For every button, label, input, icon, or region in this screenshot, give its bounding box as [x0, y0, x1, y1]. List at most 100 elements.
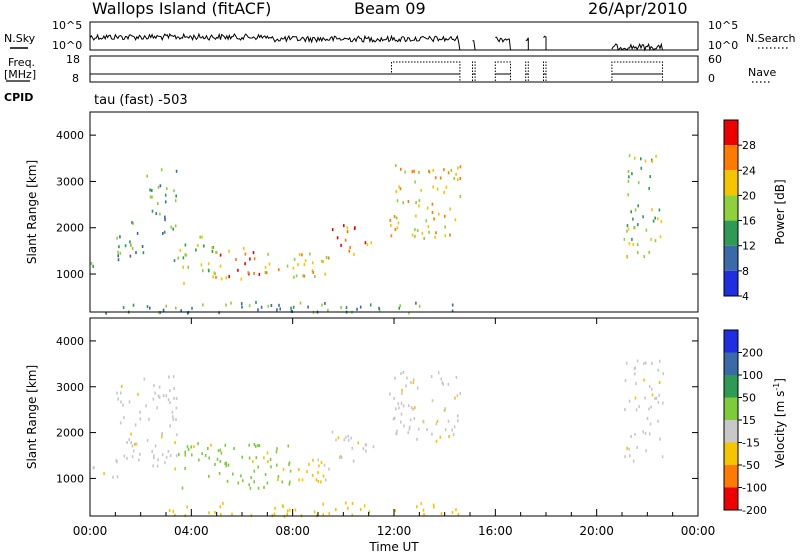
power-cell	[414, 234, 416, 238]
power-cell	[394, 228, 397, 231]
power-cell	[230, 301, 232, 305]
velocity-cell	[137, 392, 139, 396]
power-colorbar-label: 8	[742, 265, 749, 278]
power-cell	[172, 227, 174, 231]
power-cell	[124, 244, 127, 248]
velocity-cell	[232, 472, 234, 476]
velocity-cell	[227, 463, 230, 467]
power-cell	[131, 221, 133, 225]
power-cell	[628, 175, 630, 179]
velocity-cell	[394, 376, 396, 380]
power-ytick-label: 3000	[56, 175, 84, 188]
power-cell	[130, 244, 132, 247]
velocity-cell	[210, 443, 212, 447]
power-cell	[213, 271, 215, 275]
power-colorbar-label: 16	[742, 215, 756, 228]
freq-right-tick-top: 60	[708, 53, 722, 66]
freq-right-tick-bottom: 0	[708, 72, 715, 85]
power-cell	[453, 176, 456, 180]
velocity-cell	[169, 454, 172, 457]
velocity-cell	[146, 438, 149, 442]
velocity-cell	[120, 384, 123, 388]
velocity-cell	[157, 458, 159, 462]
velocity-cell	[406, 376, 408, 380]
velocity-cell	[165, 455, 168, 459]
velocity-cell	[233, 447, 235, 450]
power-cell	[249, 257, 251, 261]
velocity-cell	[220, 512, 222, 516]
velocity-cell	[214, 511, 216, 514]
velocity-data-cells	[92, 359, 664, 518]
velocity-colorbar-swatch	[724, 352, 738, 375]
power-cell	[242, 247, 245, 250]
time-xtick-label: 00:00	[681, 524, 716, 538]
velocity-cell	[148, 417, 150, 421]
power-cell	[636, 243, 639, 247]
velocity-cell	[219, 448, 222, 452]
velocity-cell	[456, 414, 459, 418]
power-cell	[627, 179, 630, 183]
power-colorbar-swatch	[724, 195, 738, 221]
power-cell	[182, 265, 184, 269]
velocity-cell	[625, 361, 628, 365]
velocity-cell	[174, 467, 176, 471]
power-panel: 4000 3000 2000 1000 Slant Range [km] 28 24 20…	[25, 111, 787, 315]
power-cell	[345, 306, 348, 310]
velocity-cell	[312, 458, 314, 462]
power-cell	[92, 264, 94, 268]
power-cell	[637, 223, 639, 227]
power-ytick-label: 4000	[56, 129, 84, 142]
velocity-cell	[322, 474, 325, 478]
beam-label: Beam 09	[354, 0, 426, 18]
power-colorbar-label: 4	[742, 290, 749, 303]
power-cell	[454, 218, 457, 222]
velocity-cell	[331, 430, 334, 434]
velocity-cell	[649, 422, 652, 426]
power-cell	[304, 259, 307, 263]
power-cell	[129, 240, 131, 244]
velocity-cell	[119, 421, 122, 425]
time-xtick-label: 00:00	[73, 524, 108, 538]
power-cell	[366, 243, 369, 247]
velocity-cell	[413, 417, 416, 421]
power-cell	[267, 304, 270, 308]
power-cell	[220, 277, 223, 281]
power-colorbar-label: 20	[742, 189, 756, 202]
power-cell	[131, 247, 134, 250]
velocity-cell	[266, 451, 269, 455]
power-cell	[174, 199, 177, 203]
velocity-cell	[165, 394, 168, 398]
velocity-cell	[409, 418, 412, 422]
freq-left-tick-bottom: 8	[72, 72, 79, 85]
velocity-cell	[651, 387, 653, 391]
power-cell	[399, 304, 401, 308]
velocity-cell	[662, 401, 664, 405]
power-cell	[215, 275, 217, 279]
velocity-cell	[328, 512, 331, 516]
velocity-cell	[444, 407, 446, 411]
velocity-cell	[442, 382, 444, 386]
velocity-cell	[191, 453, 193, 457]
velocity-cell	[131, 444, 134, 448]
velocity-colorbar-label: -100	[742, 482, 767, 495]
velocity-cell	[248, 456, 251, 460]
time-xtick-label: 16:00	[478, 524, 513, 538]
power-cell	[264, 265, 267, 269]
velocity-cell	[400, 412, 403, 416]
power-cell	[122, 306, 125, 309]
velocity-cell	[153, 384, 155, 388]
velocity-cell	[156, 406, 158, 410]
power-colorbar-swatch	[724, 120, 738, 146]
power-cell	[164, 218, 166, 222]
velocity-cell	[644, 396, 646, 400]
power-cell	[180, 309, 182, 313]
velocity-cell	[139, 417, 142, 421]
velocity-cell	[169, 424, 171, 428]
velocity-cell	[273, 512, 276, 516]
power-cell	[402, 201, 404, 205]
velocity-cell	[92, 466, 95, 470]
power-cell	[219, 253, 222, 257]
velocity-cell	[393, 397, 395, 400]
velocity-cell	[207, 447, 209, 450]
velocity-cell	[277, 475, 280, 478]
